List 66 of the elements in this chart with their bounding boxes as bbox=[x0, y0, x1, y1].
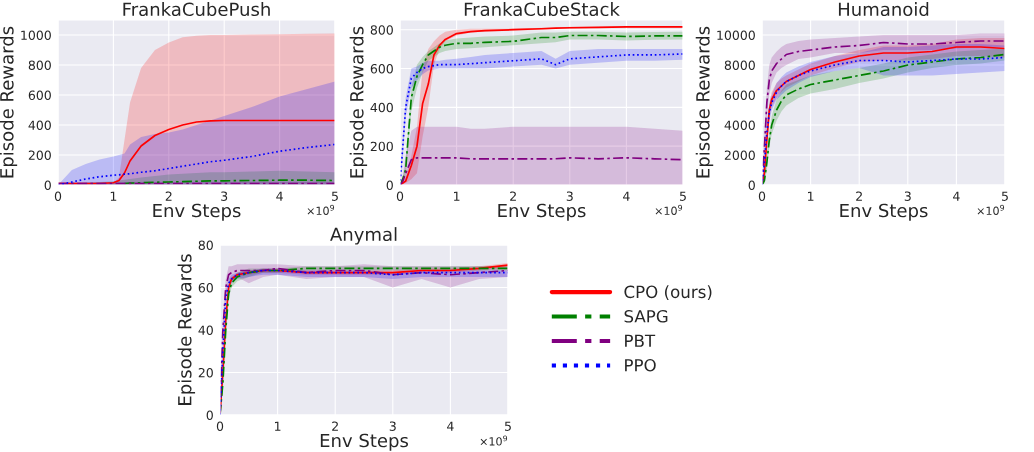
y-tick-label: 0 bbox=[386, 180, 393, 190]
text: ×10$^{9}$ bbox=[307, 204, 335, 215]
x-axis-title: Env Steps bbox=[153, 203, 241, 221]
y-tick-label: 600 bbox=[370, 64, 393, 74]
x-tick-label: 3 bbox=[221, 191, 228, 201]
y-tick-label: 0 bbox=[206, 410, 213, 420]
x-tick-label: 1 bbox=[808, 191, 814, 201]
chart-title: FrankaCubePush bbox=[123, 2, 270, 17]
y-tick-label: 600 bbox=[28, 90, 51, 100]
x-tick-label: 2 bbox=[332, 421, 338, 431]
y-tick-label: 4000 bbox=[724, 120, 755, 130]
y-axis-title: Episode Rewards bbox=[177, 254, 196, 405]
x-tick-label: 5 bbox=[1001, 191, 1008, 201]
x-tick-label: 4 bbox=[447, 421, 454, 431]
x-tick-label: 5 bbox=[331, 191, 338, 201]
text: ×10$^{9}$ bbox=[977, 204, 1005, 215]
y-tick-label: 200 bbox=[28, 150, 51, 160]
legend-label: PPO bbox=[625, 358, 656, 372]
x-tick-label: 0 bbox=[54, 191, 62, 201]
y-tick-label: 800 bbox=[28, 60, 51, 70]
y-tick-label: 0 bbox=[748, 180, 755, 190]
y-tick-label: 800 bbox=[370, 25, 393, 35]
x-tick-label: 4 bbox=[623, 191, 630, 201]
text: ×10$^{9}$ bbox=[655, 204, 683, 215]
y-tick-label: 8000 bbox=[724, 60, 755, 70]
chart-title: Anymal bbox=[330, 227, 397, 245]
chart-title: Humanoid bbox=[838, 2, 929, 17]
x-tick-label: 2 bbox=[510, 191, 516, 201]
x-tick-label: 5 bbox=[679, 191, 686, 201]
x-tick-label: 5 bbox=[504, 421, 511, 431]
x-tick-label: 1 bbox=[275, 421, 281, 431]
y-tick-label: 40 bbox=[198, 325, 213, 335]
y-tick-label: 400 bbox=[370, 102, 393, 113]
x-tick-label: 2 bbox=[165, 191, 172, 201]
x-tick-label: 1 bbox=[454, 191, 460, 201]
y-tick-label: 10000 bbox=[717, 30, 755, 40]
chart-title: FrankaCubeStack bbox=[464, 2, 620, 17]
y-tick-label: 1000 bbox=[21, 30, 51, 40]
legend-label: SAPG bbox=[624, 310, 668, 323]
x-axis-title: Env Steps bbox=[498, 203, 586, 221]
y-tick-label: 200 bbox=[370, 141, 393, 152]
y-tick-label: 0 bbox=[44, 180, 51, 190]
x-tick-label: 3 bbox=[566, 191, 573, 201]
x-tick-label: 0 bbox=[216, 421, 224, 431]
y-axis-title: Episode Rewards bbox=[0, 26, 18, 178]
x-tick-label: 0 bbox=[396, 191, 404, 201]
x-tick-label: 1 bbox=[110, 191, 117, 201]
legend-label: PBT bbox=[625, 334, 656, 347]
y-tick-label: 80 bbox=[198, 240, 213, 250]
y-axis-title: Episode Rewards bbox=[349, 26, 368, 178]
x-axis-title: Env Steps bbox=[320, 433, 409, 451]
text: ×10$^{9}$ bbox=[480, 435, 508, 446]
x-tick-label: 4 bbox=[953, 191, 960, 201]
y-tick-label: 20 bbox=[198, 367, 213, 378]
x-tick-label: 4 bbox=[276, 191, 283, 201]
x-axis-title: Env Steps bbox=[840, 203, 928, 221]
y-tick-label: 400 bbox=[28, 120, 51, 130]
x-tick-label: 3 bbox=[389, 421, 396, 431]
y-axis-title: Episode Rewards bbox=[695, 26, 714, 178]
y-tick-label: 2000 bbox=[724, 150, 755, 160]
x-tick-label: 2 bbox=[856, 191, 862, 201]
x-tick-label: 3 bbox=[904, 191, 911, 201]
y-tick-label: 60 bbox=[198, 282, 213, 293]
y-tick-label: 6000 bbox=[724, 90, 755, 100]
legend-label: CPO (ours) bbox=[624, 285, 712, 301]
x-tick-label: 0 bbox=[758, 191, 766, 201]
